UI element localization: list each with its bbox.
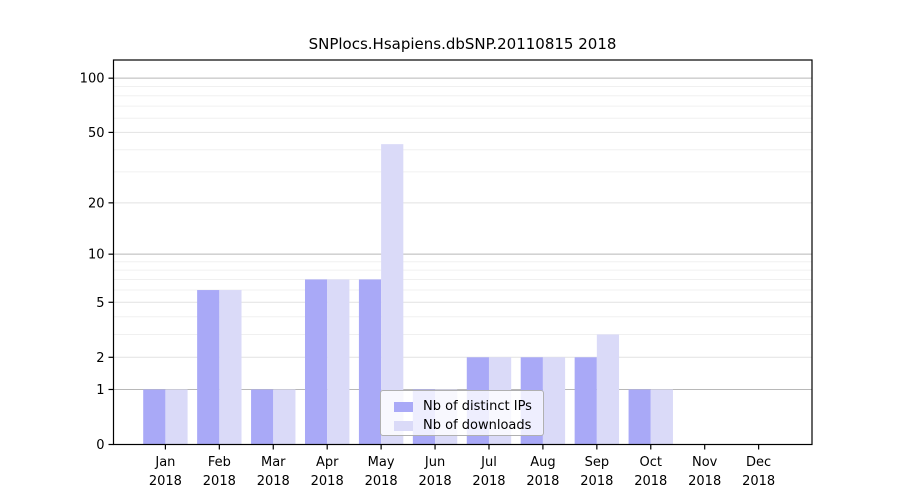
bar-downloads-jan <box>165 389 188 445</box>
bar-downloads-aug <box>542 357 566 445</box>
legend: Nb of distinct IPs Nb of downloads <box>380 390 544 436</box>
x-axis-year-label: 2018 <box>526 474 559 489</box>
bar-distinct-ips-may <box>358 279 382 445</box>
x-axis-month-label: Oct <box>640 455 662 470</box>
legend-swatch-downloads <box>394 420 413 431</box>
x-axis-month-label: Dec <box>746 455 771 470</box>
y-axis-tick-label: 5 <box>96 296 104 311</box>
bar-distinct-ips-jan <box>143 389 166 445</box>
bar-downloads-feb <box>219 290 242 445</box>
x-axis-year-label: 2018 <box>257 474 290 489</box>
x-axis-month-label: Nov <box>692 455 718 470</box>
bar-downloads-apr <box>327 279 350 445</box>
x-axis-year-label: 2018 <box>311 474 344 489</box>
legend-swatch-distinct-ips <box>394 401 413 412</box>
x-axis-year-label: 2018 <box>580 474 613 489</box>
bar-distinct-ips-oct <box>628 389 651 445</box>
y-axis-tick-label: 1 <box>96 383 104 398</box>
x-axis-year-label: 2018 <box>688 474 721 489</box>
chart-title: SNPlocs.Hsapiens.dbSNP.20110815 2018 <box>308 35 617 53</box>
legend-label-downloads: Nb of downloads <box>423 418 532 433</box>
bar-distinct-ips-feb <box>197 290 220 445</box>
bar-distinct-ips-sep <box>574 357 597 445</box>
plot-frame <box>112 59 813 446</box>
x-axis-year-label: 2018 <box>742 474 775 489</box>
x-axis-month-label: Mar <box>261 455 286 470</box>
y-axis-tick-label: 10 <box>88 248 105 263</box>
x-axis-month-label: Jul <box>480 455 497 470</box>
x-axis-month-label: Feb <box>208 455 231 470</box>
x-axis-month-label: Sep <box>585 455 610 470</box>
bar-downloads-mar <box>273 389 296 445</box>
y-axis-tick-label: 0 <box>96 438 104 453</box>
x-axis-year-label: 2018 <box>472 474 505 489</box>
x-axis-year-label: 2018 <box>419 474 452 489</box>
y-axis-tick-label: 100 <box>80 72 105 87</box>
bar-downloads-may <box>381 144 404 445</box>
x-axis-year-label: 2018 <box>365 474 398 489</box>
bar-distinct-ips-mar <box>251 389 274 445</box>
x-axis-month-label: Jan <box>154 455 175 470</box>
legend-entry-downloads: Nb of downloads <box>394 416 543 435</box>
y-axis-tick-label: 50 <box>88 126 105 141</box>
bar-distinct-ips-apr <box>304 279 328 445</box>
x-axis-month-label: Aug <box>530 455 555 470</box>
y-axis-tick-label: 2 <box>96 351 104 366</box>
legend-label-distinct-ips: Nb of distinct IPs <box>423 399 532 414</box>
legend-entry-distinct-ips: Nb of distinct IPs <box>394 397 543 416</box>
y-axis-tick-label: 20 <box>88 196 105 211</box>
x-axis-year-label: 2018 <box>149 474 182 489</box>
x-axis-year-label: 2018 <box>634 474 667 489</box>
x-axis-month-label: Apr <box>316 455 339 470</box>
x-axis-year-label: 2018 <box>203 474 236 489</box>
bar-downloads-sep <box>596 334 620 445</box>
bar-downloads-oct <box>650 389 673 445</box>
x-axis-month-label: May <box>368 455 395 470</box>
x-axis-month-label: Jun <box>424 455 445 470</box>
